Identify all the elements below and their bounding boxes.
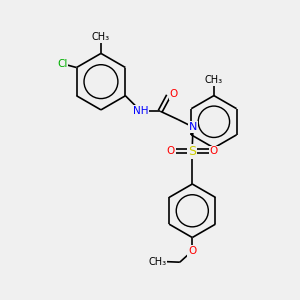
Text: Cl: Cl [57,59,67,69]
Text: NH: NH [133,106,148,116]
Text: N: N [189,122,197,132]
Text: O: O [188,246,196,256]
Text: CH₃: CH₃ [148,256,166,267]
Text: O: O [210,146,218,156]
Text: O: O [167,146,175,156]
Text: CH₃: CH₃ [92,32,110,42]
Text: O: O [170,89,178,99]
Text: S: S [188,145,196,158]
Text: CH₃: CH₃ [205,75,223,85]
